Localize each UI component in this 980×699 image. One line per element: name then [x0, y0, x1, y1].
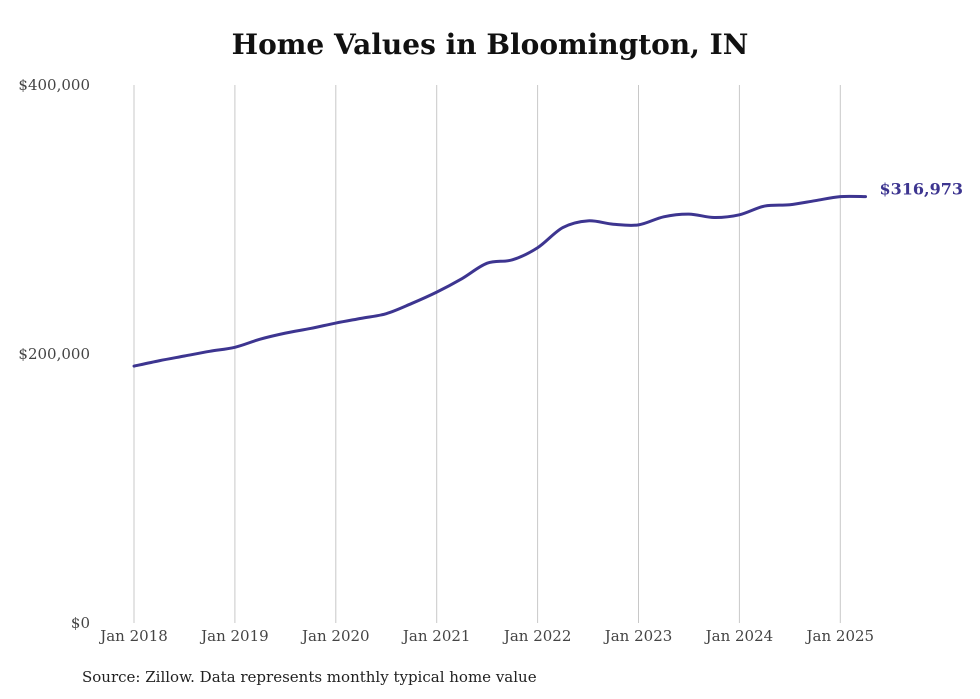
x-tick-label: Jan 2025: [805, 627, 875, 645]
grid-lines: [133, 85, 841, 623]
x-tick-label: Jan 2024: [704, 627, 774, 645]
x-tick-label: Jan 2023: [603, 627, 673, 645]
x-tick-label: Jan 2018: [98, 627, 168, 645]
y-tick-label: $200,000: [18, 345, 90, 363]
x-tick-label: Jan 2021: [401, 627, 471, 645]
y-tick-label: $400,000: [18, 76, 90, 94]
end-value-label: $316,973: [880, 180, 964, 199]
home-value-line: [132, 194, 868, 368]
x-tick-label: Jan 2020: [300, 627, 370, 645]
x-axis: Jan 2018 Jan 2019 Jan 2020 Jan 2021 Jan 2022…: [98, 627, 874, 645]
source-note: Source: Zillow. Data represents monthly …: [82, 668, 537, 686]
y-tick-label: $0: [71, 614, 90, 632]
y-axis: $0 $200,000 $400,000: [18, 76, 90, 632]
x-tick-label: Jan 2022: [502, 627, 572, 645]
x-tick-label: Jan 2019: [199, 627, 269, 645]
chart-title: Home Values in Bloomington, IN: [231, 28, 749, 61]
